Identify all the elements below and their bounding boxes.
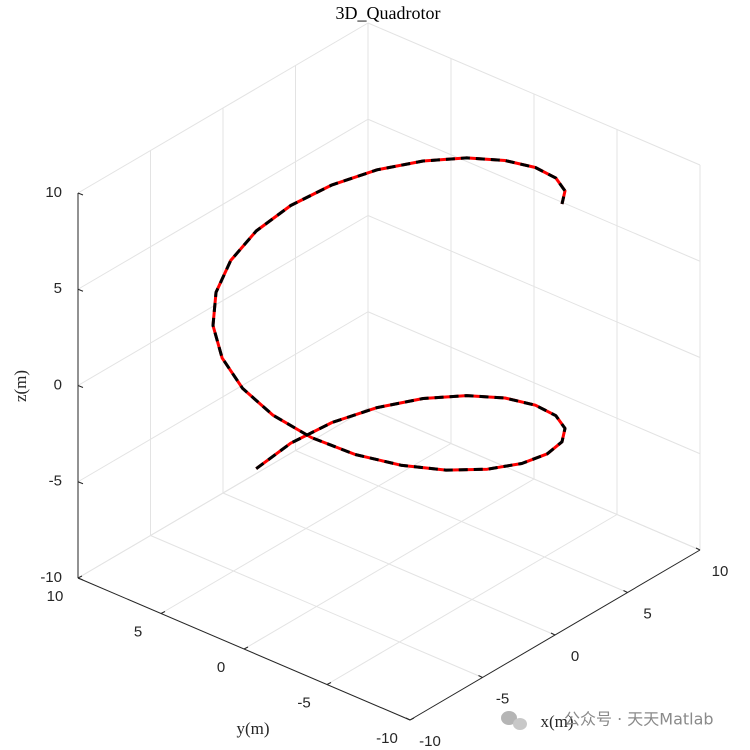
tick-mark (695, 547, 701, 551)
x-tick-label: 5 (643, 605, 651, 622)
z-tick-label: 0 (54, 376, 62, 393)
x-tick-label: 10 (712, 563, 729, 580)
trajectory-line (211, 156, 567, 472)
z-axis-label: z(m) (11, 370, 30, 402)
tick-mark (77, 577, 84, 581)
z-tick-label: 10 (45, 184, 62, 201)
tick-mark (77, 288, 84, 292)
tick-mark (623, 590, 628, 593)
tick-mark (326, 682, 332, 685)
grid-line (367, 22, 701, 166)
tick-mark (77, 192, 84, 196)
grid-line (367, 215, 701, 358)
grid-line (77, 311, 369, 483)
x-axis-label: x(m) (540, 712, 573, 731)
watermark: 公众号 · 天天Matlab (564, 710, 714, 729)
tick-mark (478, 675, 483, 678)
x-tick-label: 0 (571, 648, 579, 665)
y-tick-label: -5 (297, 694, 310, 711)
grid-line (77, 215, 369, 386)
tick-mark (550, 632, 556, 636)
y-axis-label: y(m) (236, 719, 269, 738)
chart-title: 3D_Quadrotor (336, 3, 441, 23)
x-tick-label: -5 (496, 690, 509, 707)
watermark-icon (501, 711, 527, 730)
y-tick-label: 0 (217, 659, 225, 676)
x-tick-label: -10 (419, 733, 441, 750)
tick-mark (77, 481, 84, 485)
tick-mark (77, 385, 84, 388)
tick-mark (409, 717, 415, 721)
grid-line (367, 407, 701, 551)
tick-mark (160, 611, 166, 614)
grid-line (77, 118, 369, 290)
grid-line (160, 443, 452, 614)
tick-mark (243, 646, 249, 650)
tick-mark (405, 717, 411, 721)
grid (77, 22, 701, 721)
grid-line (326, 514, 618, 685)
grid-line (77, 407, 369, 579)
tick-mark (77, 575, 83, 579)
grid-line (367, 311, 701, 455)
trajectory-line (211, 156, 567, 472)
y-tick-label: 10 (47, 588, 64, 605)
y-tick-label: 5 (134, 623, 142, 640)
grid-line (367, 118, 701, 262)
grid-line (243, 478, 535, 650)
z-tick-label: -10 (40, 569, 62, 586)
z-tick-label: -5 (49, 473, 62, 490)
grid-line (77, 22, 369, 194)
z-tick-label: 5 (54, 280, 62, 297)
y-tick-label: -10 (376, 730, 398, 747)
